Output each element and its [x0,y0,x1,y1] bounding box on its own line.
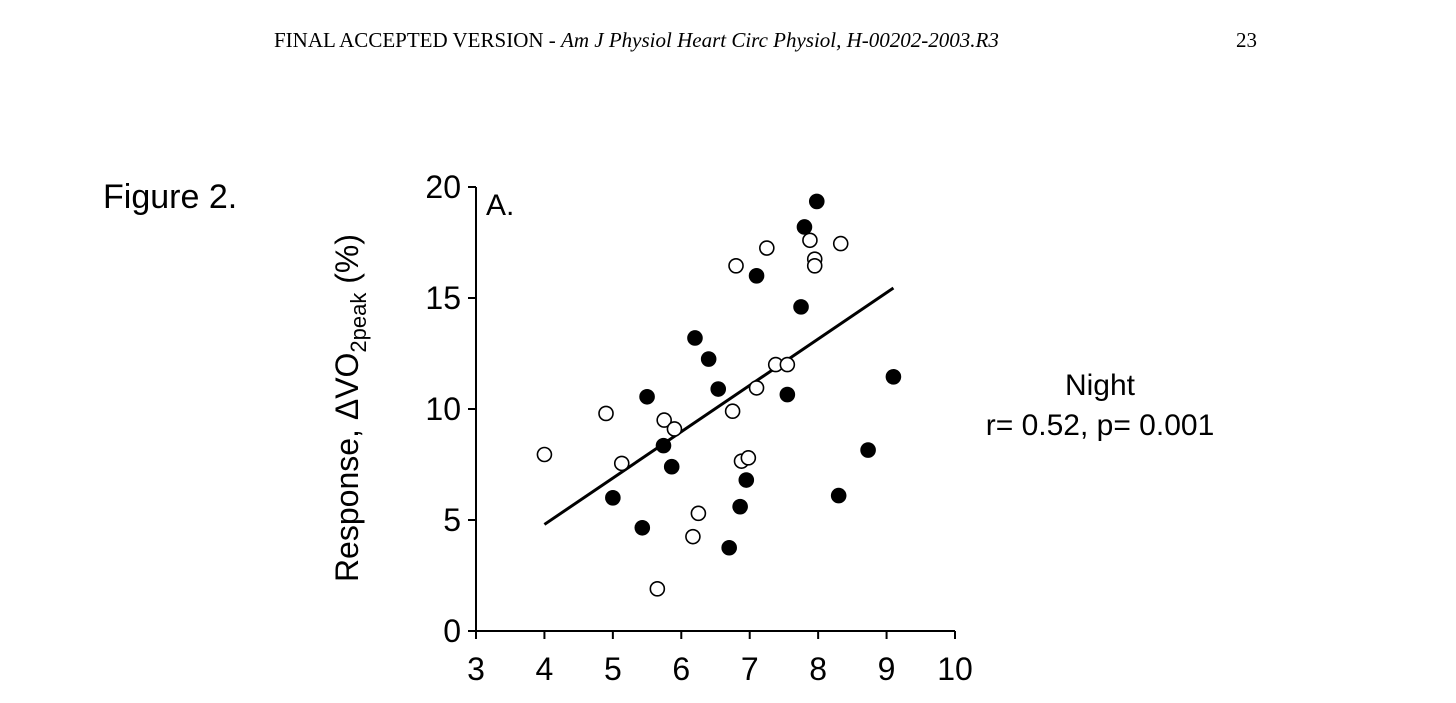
figure-label: Figure 2. [103,178,238,216]
open-data-point [649,581,666,597]
filled-data-point [687,330,703,346]
regression-line-group [543,286,895,526]
filled-data-point [663,458,680,475]
filled-data-point [748,267,765,284]
open-data-point [613,455,630,472]
y-tick-label: 15 [425,280,461,316]
open-data-point [832,235,849,252]
filled-data-point [738,472,755,488]
filled-data-point [885,369,902,385]
open-data-point [748,380,765,396]
open-data-point [759,240,775,256]
header-title: FINAL ACCEPTED VERSION - Am J Physiol He… [274,28,999,53]
filled-data-point [808,193,825,210]
x-tick-label: 10 [937,651,973,687]
open-data-point [740,450,757,466]
open-data-point [536,446,553,463]
filled-data-point [860,442,876,458]
open-data-point [598,405,614,422]
x-tick-label: 3 [467,651,485,687]
open-data-point [685,528,701,545]
filled-data-point [605,489,621,506]
y-axis-label-unit: (%) [329,234,365,293]
y-tick-label: 20 [425,169,461,205]
filled-data-point [721,539,737,556]
open-data-point [728,258,744,274]
open-data-point [779,356,796,373]
filled-data-point [700,351,717,367]
panel-label: A. [486,189,514,222]
filled-data-point [710,381,727,397]
filled-data-point [655,437,672,454]
y-axis-label-subscript: 2peak [346,292,371,353]
x-tick-label: 4 [536,651,554,687]
header-journal: Am J Physiol Heart Circ Physiol, H-00202… [561,28,999,52]
y-axis-label: Response, ΔVO2peak (%) [329,234,371,582]
filled-data-point [634,519,651,536]
filled-data-point [830,487,847,504]
filled-data-point [639,388,655,405]
open-data-point [724,403,741,420]
open-data-point [690,505,707,522]
filled-data-point [793,299,809,315]
y-tick-label: 5 [443,502,461,538]
filled-data-point [732,498,748,515]
x-tick-label: 7 [741,651,759,687]
y-axis-label-main: Response, ΔVO [329,353,365,582]
filled-data-point [796,219,813,235]
regression-line [543,286,895,526]
correlation-annotation: Night r= 0.52, p= 0.001 [960,366,1240,446]
open-data-point [666,421,683,437]
x-tick-label: 9 [878,651,896,687]
open-data-point [806,258,823,274]
x-tick-label: 6 [672,651,690,687]
header-prefix: FINAL ACCEPTED VERSION - [274,28,562,52]
annotation-statistics: r= 0.52, p= 0.001 [985,409,1215,442]
page-number: 23 [1236,28,1257,52]
x-tick-label: 5 [604,651,622,687]
page-header: FINAL ACCEPTED VERSION - Am J Physiol He… [0,28,1456,60]
annotation-condition: Night [1064,369,1136,402]
y-tick-label: 10 [425,391,461,427]
y-tick-label: 0 [443,613,461,649]
filled-data-point [779,386,796,403]
x-tick-label: 8 [809,651,827,687]
data-points [536,193,902,597]
open-data-point [656,412,672,428]
open-data-point [802,232,818,249]
chart-ticks: 3 4 5 6 7 8 9 10 0 5 10 15 20 [425,169,972,687]
